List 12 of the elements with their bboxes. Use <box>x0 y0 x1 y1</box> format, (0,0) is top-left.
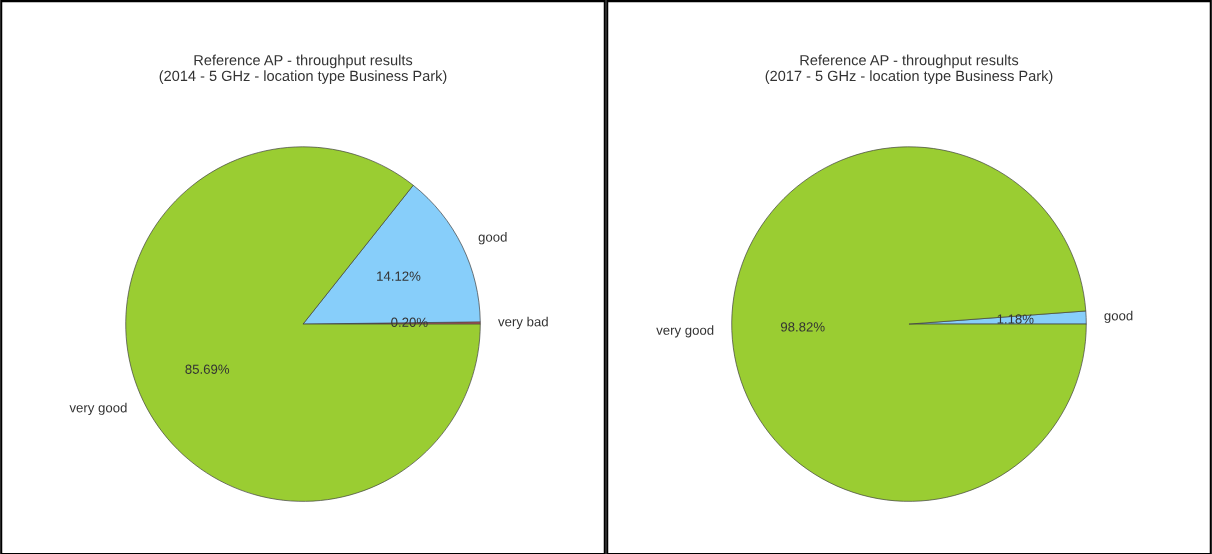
slice-label: good <box>478 232 507 245</box>
chart-title: Reference AP - throughput results (2017 - 5 GHz - location type Business Park) <box>765 54 1053 84</box>
slice-label: very bad <box>498 316 548 330</box>
data-label: 0.20% <box>391 317 428 327</box>
data-label: 14.12% <box>377 271 421 281</box>
slice-label: very good <box>656 325 714 338</box>
data-label: 98.82% <box>780 322 825 332</box>
chart-title: Reference AP - throughput results (2014 - 5 GHz - location type Business Park) <box>159 54 447 84</box>
data-label: 85.69% <box>185 364 230 374</box>
slice-label: very good <box>69 402 127 416</box>
data-label: 1.18% <box>997 314 1034 324</box>
slice-label: good <box>1104 310 1133 324</box>
